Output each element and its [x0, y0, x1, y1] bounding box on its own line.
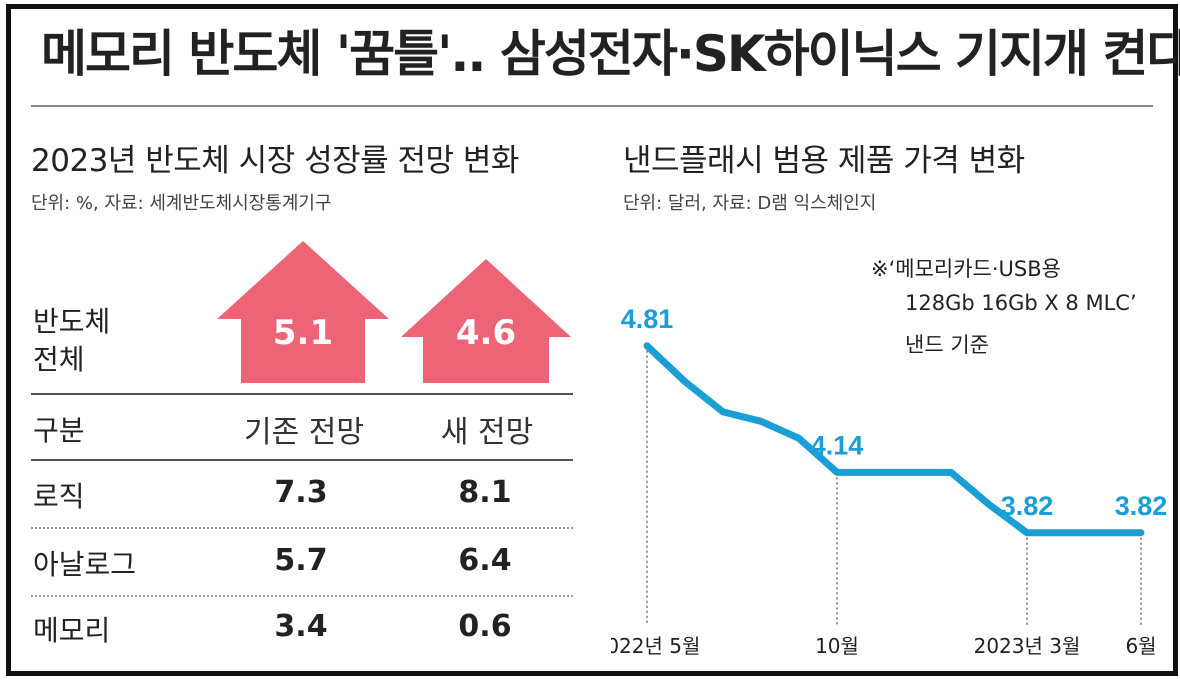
growth-forecast-unit: 단위: %, 자료: 세계반도체시장통계기구: [31, 193, 332, 214]
price-point: [684, 380, 686, 383]
price-point: [1102, 531, 1104, 534]
new-forecast-arrow-shape: [401, 259, 571, 383]
old-forecast-arrow: [217, 241, 389, 383]
price-point: [950, 471, 952, 474]
price-series-line: [643, 342, 1145, 537]
data-label: 4.14: [811, 430, 864, 460]
table-top-rule: [31, 393, 573, 395]
price-point: [1026, 531, 1028, 534]
total-new-value: 4.6: [455, 313, 517, 353]
nand-price-title: 낸드플래시 범용 제품 가격 변화: [623, 143, 1025, 179]
price-point: [798, 437, 800, 440]
price-point: [722, 410, 724, 413]
headline: 메모리 반도체 '꿈틀'.. 삼성전자·SK하이닉스 기지개 켠다: [41, 25, 1180, 83]
price-point: [836, 471, 838, 474]
total-label-line1: 반도체: [33, 305, 111, 338]
data-label: 3.82: [1115, 491, 1167, 521]
price-point: [1140, 531, 1142, 534]
row-label: 아날로그: [33, 548, 137, 581]
total-old-value: 5.1: [272, 313, 334, 353]
old-forecast-arrow-shape: [217, 241, 389, 383]
row-label: 로직: [33, 480, 85, 513]
price-point: [646, 344, 648, 347]
header-category: 구분: [33, 414, 85, 447]
data-label: 3.82: [1001, 491, 1054, 521]
header-rule: [31, 459, 573, 461]
price-point: [912, 471, 914, 474]
row-divider: [31, 595, 573, 597]
x-tick-label: 6월: [1125, 634, 1156, 658]
row-old-value: 7.3: [274, 475, 328, 510]
header-new-forecast: 새 전망: [440, 415, 534, 450]
price-point: [1064, 531, 1066, 534]
row-new-value: 8.1: [458, 475, 512, 510]
title-divider: [31, 105, 1153, 107]
note-line-3: 낸드 기준: [905, 333, 989, 357]
row-old-value: 3.4: [274, 609, 328, 644]
growth-forecast-title: 2023년 반도체 시장 성장률 전망 변화: [31, 143, 519, 179]
total-label: 반도체 전체: [33, 303, 110, 379]
total-label-line2: 전체: [33, 343, 85, 376]
note-line-2: 128Gb 16Gb X 8 MLC’: [905, 291, 1137, 315]
price-point: [988, 503, 990, 506]
row-divider: [31, 527, 573, 529]
note-line-1: ※‘메모리카드·USB용: [871, 257, 1061, 281]
infographic-frame: 메모리 반도체 '꿈틀'.. 삼성전자·SK하이닉스 기지개 켠다 2023년 …: [6, 4, 1180, 676]
x-tick-label: 2022년 5월: [611, 634, 700, 658]
new-forecast-arrow: [401, 259, 571, 383]
data-label: 4.81: [621, 304, 674, 334]
growth-forecast-panel: 2023년 반도체 시장 성장률 전망 변화 단위: %, 자료: 세계반도체시…: [11, 9, 611, 671]
x-tick-label: 2023년 3월: [974, 634, 1081, 658]
row-old-value: 5.7: [274, 543, 328, 578]
row-new-value: 0.6: [458, 609, 512, 644]
x-tick-label: 10월: [815, 634, 859, 658]
nand-price-chart: 2022년 5월 10월 2023년 3월 6월 4.81 4.14 3.82 3.82: [611, 304, 1167, 658]
header-old-forecast: 기존 전망: [244, 415, 364, 450]
price-point: [760, 420, 762, 423]
price-point: [874, 471, 876, 474]
nand-price-unit: 단위: 달러, 자료: D램 익스체인지: [623, 193, 877, 214]
row-label: 메모리: [33, 614, 111, 647]
row-new-value: 6.4: [458, 543, 512, 578]
